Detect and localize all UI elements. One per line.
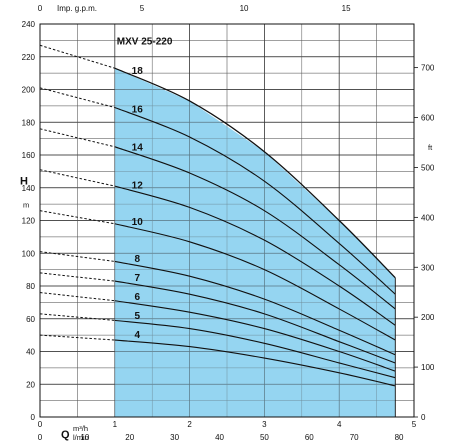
curve-label-4: 4 <box>134 330 140 341</box>
x-axis-label-q: Q <box>61 429 70 441</box>
x-axis-unit-lmin: l/min <box>73 433 89 442</box>
curve-dashed-12 <box>39 169 115 187</box>
y-tick-ft: 300 <box>421 263 435 272</box>
curve-6 <box>114 300 396 372</box>
curve-dashed-18 <box>39 44 115 69</box>
curve-dashed-7 <box>39 272 115 282</box>
labels: 1816141210876540204060801001201401601802… <box>22 4 435 442</box>
y-tick-ft: 700 <box>421 64 435 73</box>
x-tick-m3h: 4 <box>337 420 342 429</box>
y-axis-unit-ft: ft <box>428 143 433 152</box>
y-tick-m: 120 <box>22 217 36 226</box>
curve-14 <box>114 146 396 310</box>
performance-curves <box>39 44 396 387</box>
x-tick-m3h: 2 <box>187 420 192 429</box>
y-tick-ft: 100 <box>421 363 435 372</box>
y-tick-m: 100 <box>22 249 36 258</box>
curve-16 <box>114 107 396 295</box>
y-tick-ft: 200 <box>421 313 435 322</box>
y-tick-m: 160 <box>22 151 36 160</box>
x-tick-lmin: 20 <box>125 433 134 442</box>
y-tick-m: 80 <box>26 282 35 291</box>
x-tick-lmin: 70 <box>350 433 359 442</box>
operating-range-area <box>114 68 396 418</box>
x-tick-lmin: 50 <box>260 433 269 442</box>
curve-dashed-5 <box>39 313 115 321</box>
axes <box>39 23 418 418</box>
x-tick-lmin: 40 <box>215 433 224 442</box>
y-tick-ft: 0 <box>421 413 426 422</box>
curve-12 <box>114 185 396 326</box>
curve-18 <box>114 67 396 279</box>
curve-4 <box>114 339 396 387</box>
y-tick-m: 220 <box>22 53 36 62</box>
x-axis-unit-gpm: Imp. g.p.m. <box>57 4 97 13</box>
curve-dashed-16 <box>39 87 115 108</box>
y-tick-ft: 500 <box>421 163 435 172</box>
x-tick-lmin: 60 <box>305 433 314 442</box>
curve-label-14: 14 <box>132 143 144 154</box>
y-tick-ft: 600 <box>421 114 435 123</box>
curve-dashed-14 <box>39 128 115 148</box>
curve-label-10: 10 <box>132 217 144 228</box>
curve-dashed-4 <box>39 334 115 341</box>
x-axis-unit-m3h: m³/h <box>73 424 88 433</box>
chart-title: MXV 25-220 <box>117 37 173 48</box>
curve-label-8: 8 <box>134 254 140 265</box>
curve-label-16: 16 <box>132 104 144 115</box>
curve-8 <box>114 260 396 356</box>
curve-5 <box>114 319 396 379</box>
y-tick-m: 40 <box>26 348 35 357</box>
x-tick-lmin: 0 <box>38 433 43 442</box>
curve-7 <box>114 280 396 364</box>
x-tick-m3h: 1 <box>113 420 118 429</box>
y-tick-m: 0 <box>31 413 36 422</box>
y-tick-m: 20 <box>26 380 35 389</box>
curve-10 <box>114 223 396 341</box>
y-tick-m: 240 <box>22 20 36 29</box>
curve-label-6: 6 <box>134 292 140 303</box>
curve-label-18: 18 <box>132 66 144 77</box>
x-tick-m3h: 0 <box>38 420 43 429</box>
x-tick-lmin: 80 <box>395 433 404 442</box>
curve-dashed-6 <box>39 292 115 302</box>
y-axis-label-h: H <box>20 175 28 187</box>
x-tick-gpm: 0 <box>38 4 43 13</box>
curve-label-7: 7 <box>134 273 140 284</box>
y-tick-ft: 400 <box>421 213 435 222</box>
x-tick-lmin: 10 <box>80 433 89 442</box>
y-axis-unit-m: m <box>23 200 29 209</box>
curve-dashed-8 <box>39 251 115 262</box>
plot-frame <box>39 23 415 418</box>
x-tick-gpm: 5 <box>140 4 145 13</box>
y-tick-m: 200 <box>22 86 36 95</box>
x-tick-gpm: 10 <box>240 4 249 13</box>
x-tick-m3h: 5 <box>412 420 417 429</box>
x-tick-m3h: 3 <box>262 420 267 429</box>
curve-dashed-10 <box>39 210 115 225</box>
curve-label-12: 12 <box>132 180 144 191</box>
x-tick-lmin: 30 <box>170 433 179 442</box>
y-tick-m: 180 <box>22 118 36 127</box>
x-tick-gpm: 15 <box>342 4 351 13</box>
y-tick-m: 140 <box>22 184 36 193</box>
y-tick-m: 60 <box>26 315 35 324</box>
curve-label-5: 5 <box>134 311 140 322</box>
